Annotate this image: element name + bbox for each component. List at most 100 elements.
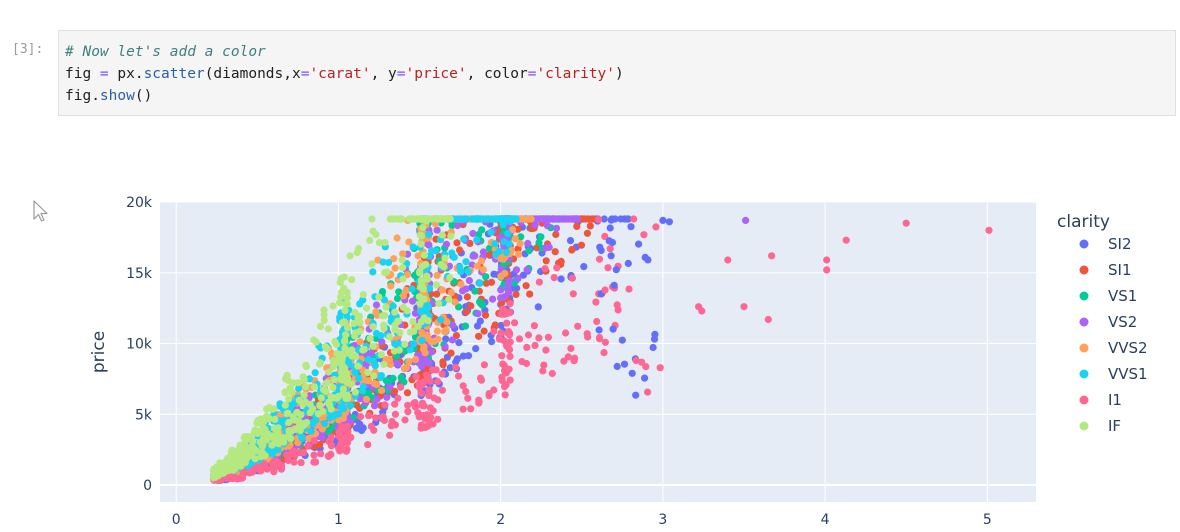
- scatter-point[interactable]: [485, 390, 493, 398]
- scatter-point[interactable]: [375, 293, 383, 301]
- scatter-point[interactable]: [302, 363, 310, 371]
- scatter-point[interactable]: [518, 358, 526, 366]
- scatter-point[interactable]: [395, 346, 403, 354]
- scatter-point[interactable]: [299, 373, 307, 381]
- scatter-point[interactable]: [569, 290, 577, 298]
- scatter-point[interactable]: [356, 318, 364, 326]
- scatter-point[interactable]: [328, 441, 336, 449]
- scatter-point[interactable]: [414, 252, 422, 260]
- scatter-point[interactable]: [375, 239, 384, 247]
- scatter-point[interactable]: [327, 435, 335, 443]
- scatter-point[interactable]: [439, 215, 447, 223]
- scatter-point[interactable]: [358, 426, 366, 435]
- scatter-point[interactable]: [514, 274, 522, 282]
- scatter-point[interactable]: [483, 215, 491, 223]
- scatter-point[interactable]: [314, 410, 322, 418]
- scatter-point[interactable]: [473, 262, 481, 270]
- scatter-point[interactable]: [329, 302, 337, 310]
- scatter-point[interactable]: [595, 255, 604, 263]
- scatter-point[interactable]: [552, 215, 560, 223]
- scatter-point[interactable]: [324, 325, 332, 333]
- scatter-point[interactable]: [420, 251, 428, 259]
- scatter-point[interactable]: [285, 428, 293, 436]
- scatter-point[interactable]: [341, 306, 349, 315]
- scatter-point[interactable]: [487, 278, 496, 286]
- scatter-point[interactable]: [581, 215, 589, 223]
- scatter-point[interactable]: [442, 240, 450, 248]
- scatter-point[interactable]: [417, 215, 426, 223]
- scatter-point[interactable]: [424, 240, 432, 248]
- scatter-point[interactable]: [310, 451, 318, 459]
- scatter-point[interactable]: [595, 326, 603, 334]
- scatter-point[interactable]: [526, 290, 534, 298]
- scatter-point[interactable]: [480, 361, 488, 369]
- scatter-point[interactable]: [343, 445, 351, 453]
- scatter-point[interactable]: [310, 437, 318, 445]
- scatter-point[interactable]: [354, 362, 362, 370]
- scatter-point[interactable]: [497, 272, 505, 280]
- scatter-point[interactable]: [445, 215, 453, 223]
- scatter-point[interactable]: [365, 412, 373, 420]
- scatter-point[interactable]: [404, 401, 412, 409]
- scatter-point[interactable]: [423, 423, 431, 431]
- scatter-point[interactable]: [478, 226, 486, 234]
- scatter-point[interactable]: [541, 265, 549, 273]
- scatter-point[interactable]: [534, 303, 542, 311]
- scatter-point[interactable]: [333, 394, 341, 402]
- scatter-point[interactable]: [542, 346, 550, 354]
- scatter-point[interactable]: [369, 342, 377, 350]
- scatter-point[interactable]: [257, 453, 265, 461]
- scatter-point[interactable]: [433, 290, 441, 298]
- scatter-point[interactable]: [627, 223, 635, 231]
- scatter-point[interactable]: [640, 231, 648, 239]
- scatter-point[interactable]: [606, 224, 614, 232]
- scatter-point[interactable]: [343, 312, 351, 321]
- scatter-point[interactable]: [264, 430, 272, 438]
- scatter-point[interactable]: [337, 288, 346, 296]
- scatter-point[interactable]: [417, 424, 425, 432]
- scatter-point[interactable]: [244, 432, 252, 441]
- scatter-point[interactable]: [498, 215, 507, 223]
- scatter-point[interactable]: [539, 367, 547, 375]
- scatter-point[interactable]: [557, 275, 565, 283]
- scatter-point[interactable]: [448, 336, 456, 344]
- scatter-point[interactable]: [457, 280, 465, 288]
- scatter-point[interactable]: [291, 451, 299, 459]
- scatter-point[interactable]: [411, 355, 420, 364]
- scatter-point[interactable]: [381, 239, 389, 247]
- scatter-point[interactable]: [400, 365, 409, 373]
- scatter-point[interactable]: [346, 402, 354, 410]
- scatter-point[interactable]: [283, 451, 291, 459]
- scatter-point[interactable]: [433, 215, 441, 223]
- scatter-point[interactable]: [506, 376, 514, 384]
- scatter-point[interactable]: [442, 335, 450, 343]
- scatter-point[interactable]: [319, 386, 328, 394]
- scatter-point[interactable]: [285, 395, 293, 403]
- scatter-point[interactable]: [438, 231, 446, 239]
- scatter-point[interactable]: [568, 245, 576, 254]
- scatter-point[interactable]: [566, 237, 575, 245]
- scatter-point[interactable]: [343, 288, 351, 296]
- scatter-point[interactable]: [476, 279, 484, 287]
- scatter-point[interactable]: [505, 240, 513, 248]
- scatter-point[interactable]: [512, 290, 520, 298]
- scatter-point[interactable]: [324, 452, 332, 460]
- scatter-point[interactable]: [391, 340, 399, 348]
- scatter-point[interactable]: [522, 282, 530, 290]
- data-points[interactable]: [209, 215, 993, 484]
- scatter-point[interactable]: [442, 326, 450, 334]
- scatter-point[interactable]: [290, 416, 298, 424]
- scatter-point[interactable]: [316, 359, 324, 367]
- scatter-point[interactable]: [457, 268, 465, 276]
- scatter-point[interactable]: [243, 444, 251, 452]
- scatter-point[interactable]: [364, 368, 372, 377]
- scatter-point[interactable]: [241, 468, 249, 476]
- scatter-point[interactable]: [439, 358, 447, 366]
- scatter-point[interactable]: [642, 363, 650, 371]
- scatter-point[interactable]: [628, 369, 636, 377]
- scatter-point[interactable]: [568, 274, 577, 282]
- scatter-point[interactable]: [325, 368, 333, 376]
- scatter-point[interactable]: [438, 370, 446, 378]
- scatter-point[interactable]: [823, 256, 831, 264]
- legend-item-label[interactable]: SI2: [1108, 235, 1132, 253]
